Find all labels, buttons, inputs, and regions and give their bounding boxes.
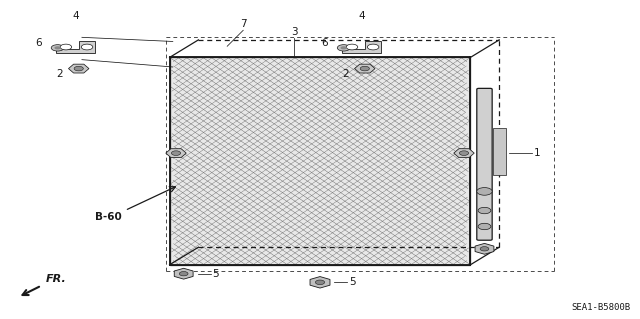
Circle shape xyxy=(478,207,491,214)
Text: 6: 6 xyxy=(322,38,328,48)
Circle shape xyxy=(54,46,61,49)
Circle shape xyxy=(51,45,64,51)
Circle shape xyxy=(179,271,188,276)
Polygon shape xyxy=(355,64,375,73)
FancyBboxPatch shape xyxy=(477,88,492,240)
Text: B-60: B-60 xyxy=(95,212,122,222)
Polygon shape xyxy=(342,41,381,53)
Text: SEA1-B5800B: SEA1-B5800B xyxy=(572,303,630,312)
Text: 5: 5 xyxy=(212,269,219,279)
Text: 4: 4 xyxy=(358,11,365,21)
Circle shape xyxy=(340,46,347,49)
Polygon shape xyxy=(56,41,95,53)
Circle shape xyxy=(60,44,72,50)
Circle shape xyxy=(316,280,324,285)
Circle shape xyxy=(360,66,369,71)
Text: 4: 4 xyxy=(72,11,79,21)
Circle shape xyxy=(367,44,379,50)
Circle shape xyxy=(337,45,350,51)
Text: 2: 2 xyxy=(342,69,349,79)
Circle shape xyxy=(477,188,492,195)
Text: 2: 2 xyxy=(56,69,63,79)
Text: 1: 1 xyxy=(534,148,540,158)
Polygon shape xyxy=(493,128,506,175)
Text: 6: 6 xyxy=(36,38,42,48)
Circle shape xyxy=(478,223,491,230)
Circle shape xyxy=(480,247,489,251)
Circle shape xyxy=(346,44,358,50)
Text: 3: 3 xyxy=(291,27,298,37)
Polygon shape xyxy=(166,149,186,158)
Text: 7: 7 xyxy=(240,19,246,29)
Polygon shape xyxy=(310,277,330,288)
Text: FR.: FR. xyxy=(46,274,67,284)
Polygon shape xyxy=(68,64,89,73)
Polygon shape xyxy=(174,268,193,279)
Polygon shape xyxy=(170,57,470,265)
Polygon shape xyxy=(475,243,494,254)
Circle shape xyxy=(172,151,180,155)
Circle shape xyxy=(460,151,468,155)
Text: 5: 5 xyxy=(349,277,355,287)
Polygon shape xyxy=(454,149,474,158)
Circle shape xyxy=(74,66,83,71)
Circle shape xyxy=(81,44,93,50)
